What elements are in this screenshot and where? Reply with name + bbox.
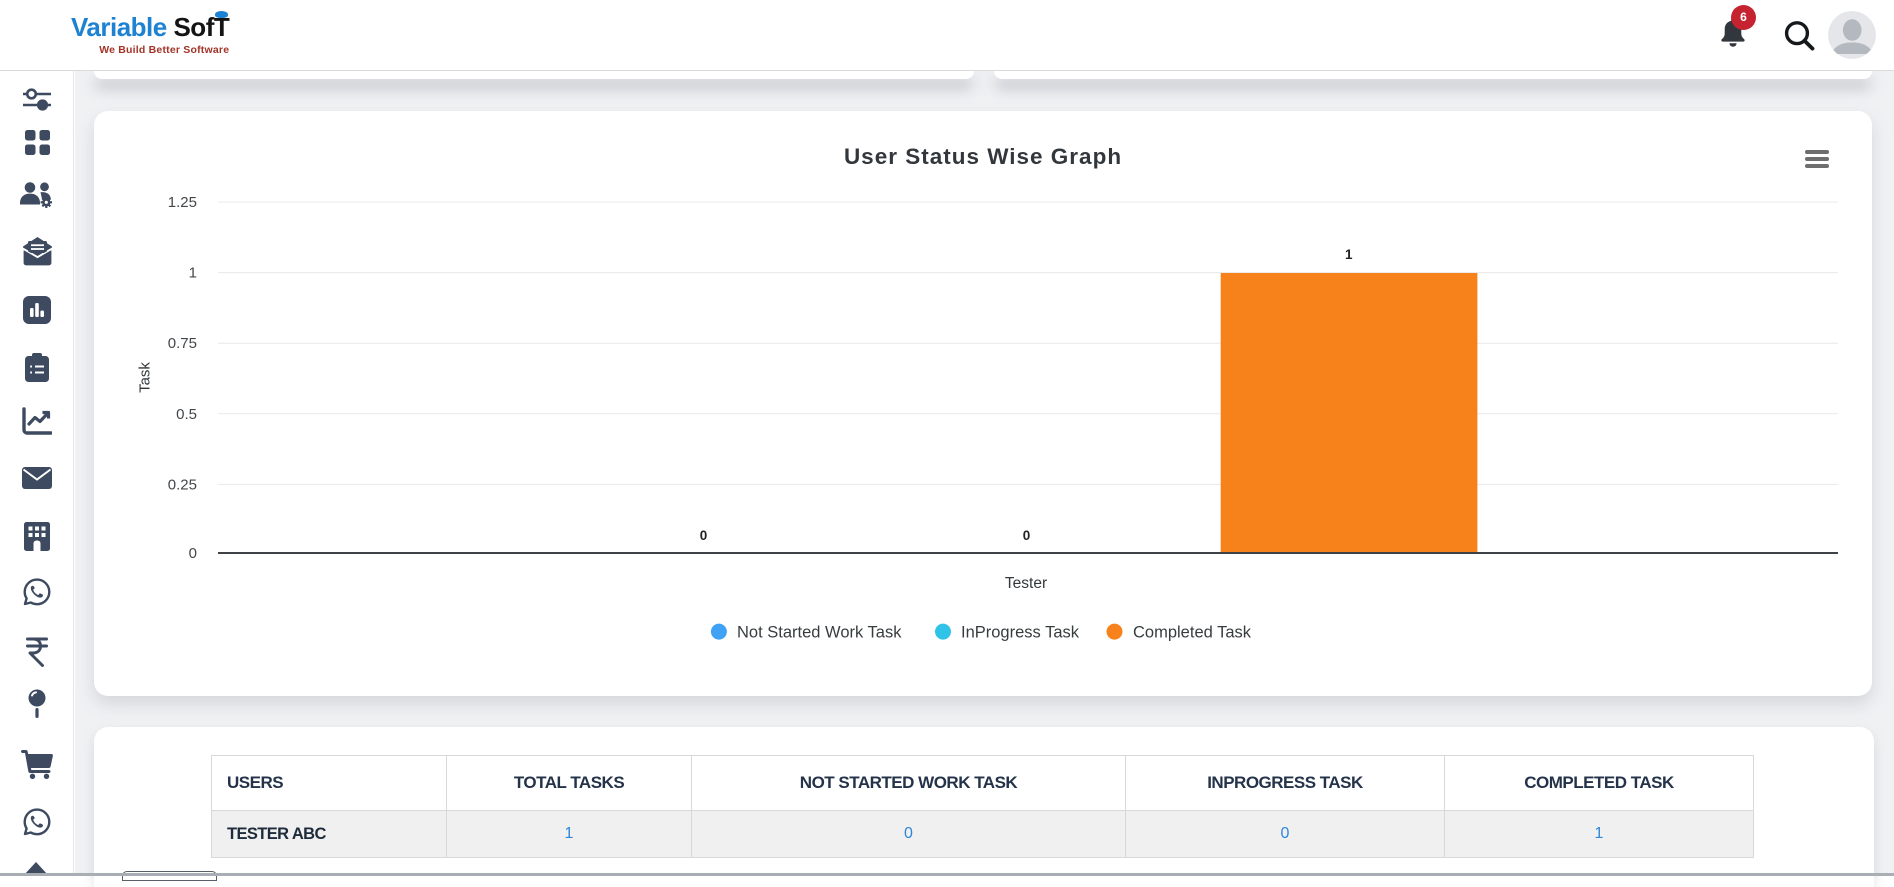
svg-text:0: 0 bbox=[1023, 528, 1031, 543]
svg-text:0.25: 0.25 bbox=[168, 476, 197, 493]
svg-text:0: 0 bbox=[700, 528, 708, 543]
svg-text:Completed Task: Completed Task bbox=[1133, 624, 1252, 642]
svg-text:0.75: 0.75 bbox=[168, 335, 197, 352]
svg-text:InProgress Task: InProgress Task bbox=[961, 624, 1080, 642]
svg-text:1.25: 1.25 bbox=[168, 194, 197, 211]
svg-text:Tester: Tester bbox=[1005, 575, 1047, 592]
svg-text:0.5: 0.5 bbox=[176, 406, 197, 423]
svg-text:Not Started Work Task: Not Started Work Task bbox=[737, 624, 902, 642]
svg-text:1: 1 bbox=[1345, 247, 1353, 262]
svg-text:1: 1 bbox=[189, 265, 197, 282]
svg-text:0: 0 bbox=[189, 545, 197, 562]
svg-text:Task: Task bbox=[137, 362, 154, 393]
